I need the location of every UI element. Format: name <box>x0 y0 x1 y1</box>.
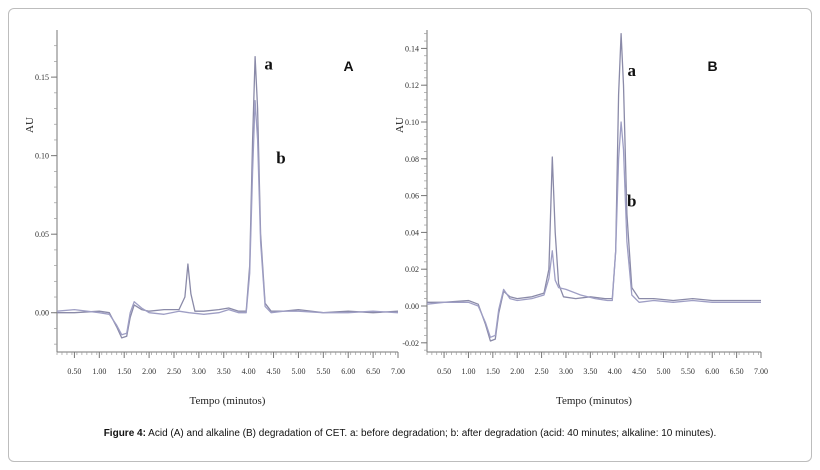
panel-b-x-tick-label: 3.50 <box>583 367 597 376</box>
panel-b-x-tick-label: 5.00 <box>656 367 670 376</box>
panel-b-y-tick-label: 0.14 <box>405 44 419 53</box>
panel-b-y-tick-label: 0.08 <box>405 155 419 164</box>
panel-b-series-a-line <box>427 33 761 342</box>
panel-b-x-tick-label: 4.00 <box>608 367 622 376</box>
panel-b-y-tick-label: 0.06 <box>405 192 419 201</box>
panel-a-x-tick-label: 1.00 <box>92 367 106 376</box>
panel-b-series-b-line <box>426 121 761 338</box>
panel-a-series-b-line <box>56 100 399 336</box>
panel-b-y-tick-label: 0.02 <box>405 265 419 274</box>
caption-label: Figure 4: <box>103 428 146 439</box>
panel-a-y-tick-label: 0.05 <box>35 230 49 239</box>
panel-b-x-tick-label: 1.50 <box>486 367 500 376</box>
panel-b-y-tick-label: 0.12 <box>405 81 419 90</box>
panel-b-annotation-a: a <box>628 61 637 80</box>
panel-b-x-axis-title: Tempo (minutos) <box>556 395 632 407</box>
panel-a-x-tick-label: 3.00 <box>192 367 206 376</box>
panel-a-y-axis-title: AU <box>24 117 36 133</box>
panel-b-y-tick-label: 0.10 <box>405 118 419 127</box>
figure-frame <box>8 8 812 462</box>
panel-b-x-tick-label: 6.00 <box>705 367 719 376</box>
caption-text: Acid (A) and alkaline (B) degradation of… <box>148 428 717 439</box>
panel-b-annotation-b: b <box>627 192 636 211</box>
panel-b-x-tick-label: 3.00 <box>559 367 573 376</box>
panel-a-x-tick-label: 5.50 <box>316 367 330 376</box>
panel-a-annotation-a: a <box>264 54 273 73</box>
panel-a-x-tick-label: 2.50 <box>167 367 181 376</box>
panel-a-y-tick-label: 0.00 <box>35 309 49 318</box>
panel-b-x-tick-label: 7.00 <box>754 367 768 376</box>
panel-a-x-tick-label: 0.50 <box>67 367 81 376</box>
panel-a-y-tick-label: 0.15 <box>35 73 49 82</box>
panel-a-label: A <box>343 58 353 74</box>
panel-a-x-tick-label: 1.50 <box>117 367 131 376</box>
panel-b-x-tick-label: 1.00 <box>461 367 475 376</box>
panel-a-y-tick-label: 0.10 <box>35 152 49 161</box>
panel-b-x-tick-label: 4.50 <box>632 367 646 376</box>
panel-a-x-tick-label: 6.00 <box>341 367 355 376</box>
panel-a-x-tick-label: 2.00 <box>142 367 156 376</box>
panel-b-x-tick-label: 0.50 <box>437 367 451 376</box>
panel-b-x-tick-label: 2.00 <box>510 367 524 376</box>
panel-a-x-axis-title: Tempo (minutos) <box>190 395 266 407</box>
panel-a-annotation-b: b <box>276 149 285 168</box>
panel-a-x-tick-label: 4.00 <box>242 367 256 376</box>
panel-a-x-tick-label: 5.00 <box>291 367 305 376</box>
panel-b-y-tick-label: -0.02 <box>402 339 419 348</box>
figure-caption: Figure 4: Acid (A) and alkaline (B) degr… <box>0 428 820 439</box>
panel-b-x-tick-label: 6.50 <box>730 367 744 376</box>
panel-a-x-tick-label: 4.50 <box>267 367 281 376</box>
panel-b-y-axis-title: AU <box>394 117 406 133</box>
panel-a-x-tick-label: 6.50 <box>366 367 380 376</box>
panel-a-x-tick-label: 3.50 <box>217 367 231 376</box>
panel-b-y-tick-label: 0.00 <box>405 302 419 311</box>
panel-b-y-tick-label: 0.04 <box>405 228 419 237</box>
panel-a-series-a-line <box>57 56 399 339</box>
panel-a-x-tick-label: 7.00 <box>391 367 405 376</box>
panel-b-label: B <box>708 58 718 74</box>
panel-b-x-tick-label: 5.50 <box>681 367 695 376</box>
panel-b-x-tick-label: 2.50 <box>535 367 549 376</box>
